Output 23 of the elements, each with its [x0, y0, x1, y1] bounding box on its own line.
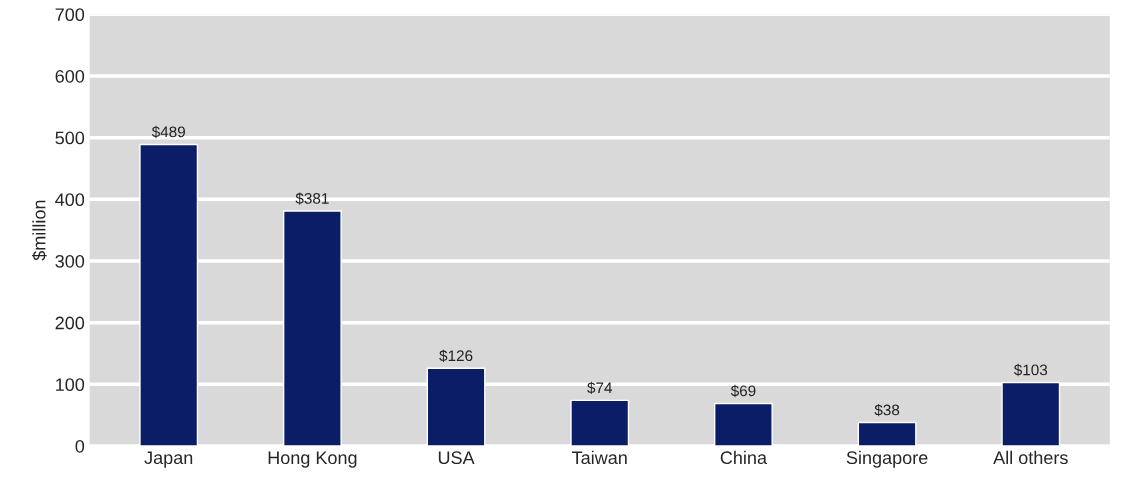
- x-tick-label: Japan: [144, 451, 193, 468]
- y-tick-label: 600: [55, 69, 85, 83]
- data-label: $126: [439, 349, 473, 363]
- x-tick-label: Hong Kong: [268, 451, 357, 468]
- x-tick-label: All others: [993, 450, 1068, 465]
- data-label: $103: [1013, 363, 1048, 377]
- y-tick-label: 700: [55, 8, 85, 22]
- y-tick-label: 200: [55, 316, 85, 330]
- y-axis-title: $million: [32, 200, 47, 261]
- data-label: $489: [151, 125, 185, 139]
- y-tick-label: 0: [75, 439, 85, 453]
- data-label: $381: [295, 192, 329, 205]
- x-tick-label: Taiwan: [572, 450, 627, 465]
- x-tick-label: USA: [438, 451, 475, 465]
- y-tick-label: 500: [55, 131, 85, 145]
- data-label: $38: [874, 403, 900, 417]
- y-tick-label: 400: [55, 193, 85, 207]
- x-tick-label: China: [720, 450, 767, 465]
- data-label: $74: [587, 381, 613, 395]
- y-tick-label: 300: [55, 254, 85, 268]
- x-tick-label: Singapore: [846, 450, 928, 468]
- y-tick-label: 100: [56, 378, 85, 392]
- data-label: $69: [730, 384, 756, 398]
